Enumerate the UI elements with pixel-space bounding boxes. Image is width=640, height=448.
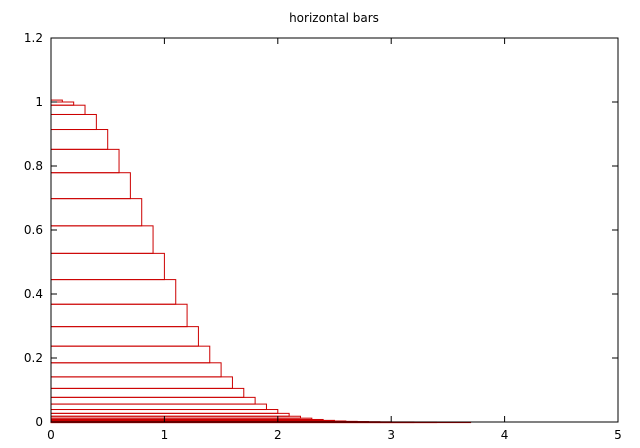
bar-15 — [50, 376, 233, 389]
y-tick-label-4: 0.8 — [24, 159, 43, 173]
x-tick-label-0: 0 — [47, 428, 55, 442]
bar-19 — [50, 409, 279, 414]
bar-18 — [50, 403, 267, 411]
y-tick-label-3: 0.6 — [24, 223, 43, 237]
bar-13 — [50, 345, 211, 364]
y-tick-label-2: 0.4 — [24, 287, 43, 301]
bar-12 — [50, 326, 199, 347]
bar-17 — [50, 396, 256, 405]
bar-5 — [50, 148, 120, 174]
bar-9 — [50, 252, 165, 281]
x-tick-label-2: 2 — [274, 428, 282, 442]
y-tick-label-5: 1 — [35, 95, 43, 109]
bar-3 — [50, 113, 97, 131]
x-tick-label-1: 1 — [161, 428, 169, 442]
bar-14 — [50, 362, 222, 378]
bar-11 — [50, 303, 188, 328]
x-tick-label-3: 3 — [387, 428, 395, 442]
bars-layer — [50, 99, 472, 424]
bar-6 — [50, 172, 131, 200]
y-tick-label-6: 1.2 — [24, 31, 43, 45]
bar-7 — [50, 198, 143, 227]
plot-frame — [50, 37, 619, 423]
ticks-layer: 0 1 2 3 4 5 0 0.2 0.4 0.6 0.8 1 1.2 — [24, 31, 622, 442]
bar-2 — [50, 104, 86, 115]
bar-16 — [50, 387, 245, 398]
x-tick-label-4: 4 — [501, 428, 509, 442]
y-tick-label-1: 0.2 — [24, 351, 43, 365]
bar-4 — [50, 129, 109, 150]
bar-10 — [50, 279, 177, 305]
chart-title: horizontal bars — [289, 11, 379, 25]
x-tick-label-5: 5 — [614, 428, 622, 442]
bar-8 — [50, 225, 154, 254]
y-tick-label-0: 0 — [35, 415, 43, 429]
